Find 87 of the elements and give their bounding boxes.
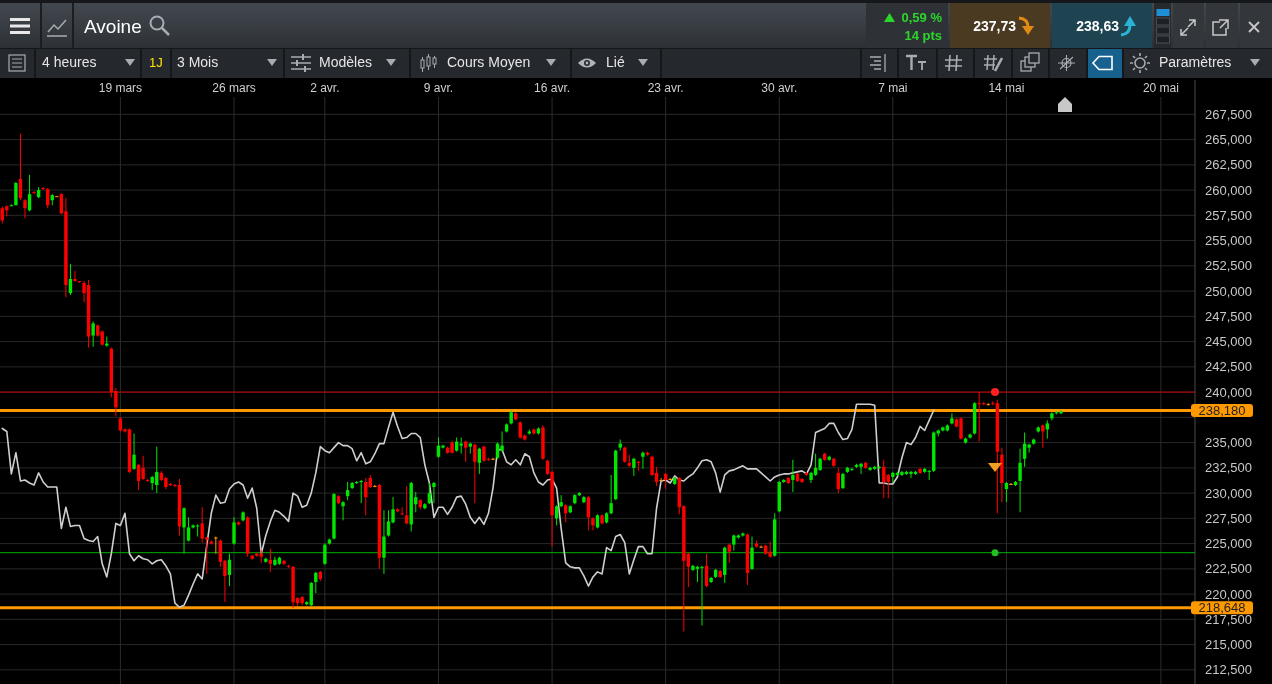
candlestick (927, 469, 931, 481)
y-tick-label: 262,500 (1205, 157, 1252, 173)
candlestick (323, 543, 327, 566)
candlestick (382, 509, 386, 575)
y-tick-label: 230,000 (1205, 485, 1252, 501)
text: Cours Moyen (447, 54, 531, 70)
candlestick (859, 462, 863, 475)
candlestick (609, 474, 613, 515)
y-tick-label: 240,000 (1205, 384, 1252, 400)
x-tick-label: 30 avr. (761, 81, 798, 95)
candlestick (400, 506, 404, 516)
y-tick-label: 215,000 (1205, 637, 1252, 653)
chart-title: Avoine (84, 16, 142, 37)
candlestick (591, 516, 595, 531)
text: 14 pts (904, 28, 942, 43)
y-tick-label: 267,500 (1205, 106, 1252, 122)
x-tick-label: 26 mars (212, 81, 256, 95)
y-tick-label: 250,000 (1205, 283, 1252, 299)
y-tick-label: 220,000 (1205, 586, 1252, 602)
candlestick (386, 509, 391, 538)
candlestick (191, 523, 195, 529)
y-tick-label: 242,500 (1205, 359, 1252, 375)
candlestick (91, 320, 95, 348)
candlestick (636, 460, 641, 472)
x-tick-label: 7 mai (878, 81, 908, 95)
y-tick-label: 265,000 (1205, 132, 1252, 148)
candlestick (632, 457, 636, 477)
candlestick (186, 516, 191, 543)
x-tick-label: 9 avr. (423, 81, 454, 95)
candlestick (214, 536, 218, 555)
candlestick (491, 457, 495, 461)
candlestick (73, 270, 77, 283)
x-tick-label: 2 avr. (310, 81, 340, 95)
candlestick (950, 412, 954, 425)
y-tick-label: 225,000 (1205, 536, 1252, 552)
candlestick (195, 523, 200, 538)
text: 3 Mois (177, 54, 219, 70)
y-tick-label: 255,000 (1205, 233, 1252, 249)
candlestick (473, 443, 477, 504)
x-tick-label: 20 mai (1142, 81, 1179, 95)
candlestick (200, 506, 204, 544)
candlestick (959, 416, 963, 441)
y-tick-label: 252,500 (1205, 258, 1252, 274)
candlestick (232, 516, 236, 546)
candlestick (1009, 482, 1013, 486)
text: 0,59 % (901, 10, 943, 25)
y-tick-label: 222,500 (1205, 561, 1252, 577)
ref-line-label: 238,180 (1198, 402, 1246, 418)
candlestick (432, 481, 436, 504)
candlestick (1059, 409, 1063, 415)
y-tick-label: 227,500 (1205, 510, 1252, 526)
candlestick (700, 565, 704, 626)
y-tick-label: 257,500 (1205, 207, 1252, 223)
candlestick (141, 455, 145, 481)
candlestick (868, 466, 872, 472)
x-tick-label: 14 mai (988, 81, 1025, 95)
text: 237,73 (973, 18, 1017, 34)
x-tick-label: 16 avr. (534, 81, 571, 95)
text: Paramètres (1159, 54, 1232, 70)
candlestick (132, 433, 136, 471)
candlestick (750, 536, 754, 571)
candlestick (23, 198, 27, 219)
text: 4 heures (42, 54, 97, 70)
candlestick (641, 451, 645, 470)
candlestick (359, 479, 363, 504)
y-tick-label: 245,000 (1205, 334, 1252, 350)
x-tick-label: 23 avr. (647, 81, 684, 95)
y-tick-label: 212,500 (1205, 662, 1252, 678)
y-tick-label: 260,000 (1205, 182, 1252, 198)
candlestick (373, 484, 377, 488)
candlestick (909, 470, 913, 479)
candlestick (1018, 448, 1022, 513)
candlestick (341, 500, 345, 521)
x-tick-label: 19 mars (98, 81, 143, 95)
candlestick (759, 545, 763, 549)
candlestick (977, 391, 981, 443)
y-tick-label: 247,500 (1205, 308, 1252, 324)
line-series (1, 403, 935, 609)
y-tick-label: 235,000 (1205, 435, 1252, 451)
y-tick-label: 232,500 (1205, 460, 1252, 476)
candlestick (741, 531, 745, 538)
text: Lié (606, 54, 625, 70)
text: 238,63 (1076, 18, 1120, 34)
text: Modèles (319, 54, 372, 70)
text: 1J (149, 55, 163, 70)
candlestick (182, 506, 186, 555)
candlestick (791, 459, 795, 493)
